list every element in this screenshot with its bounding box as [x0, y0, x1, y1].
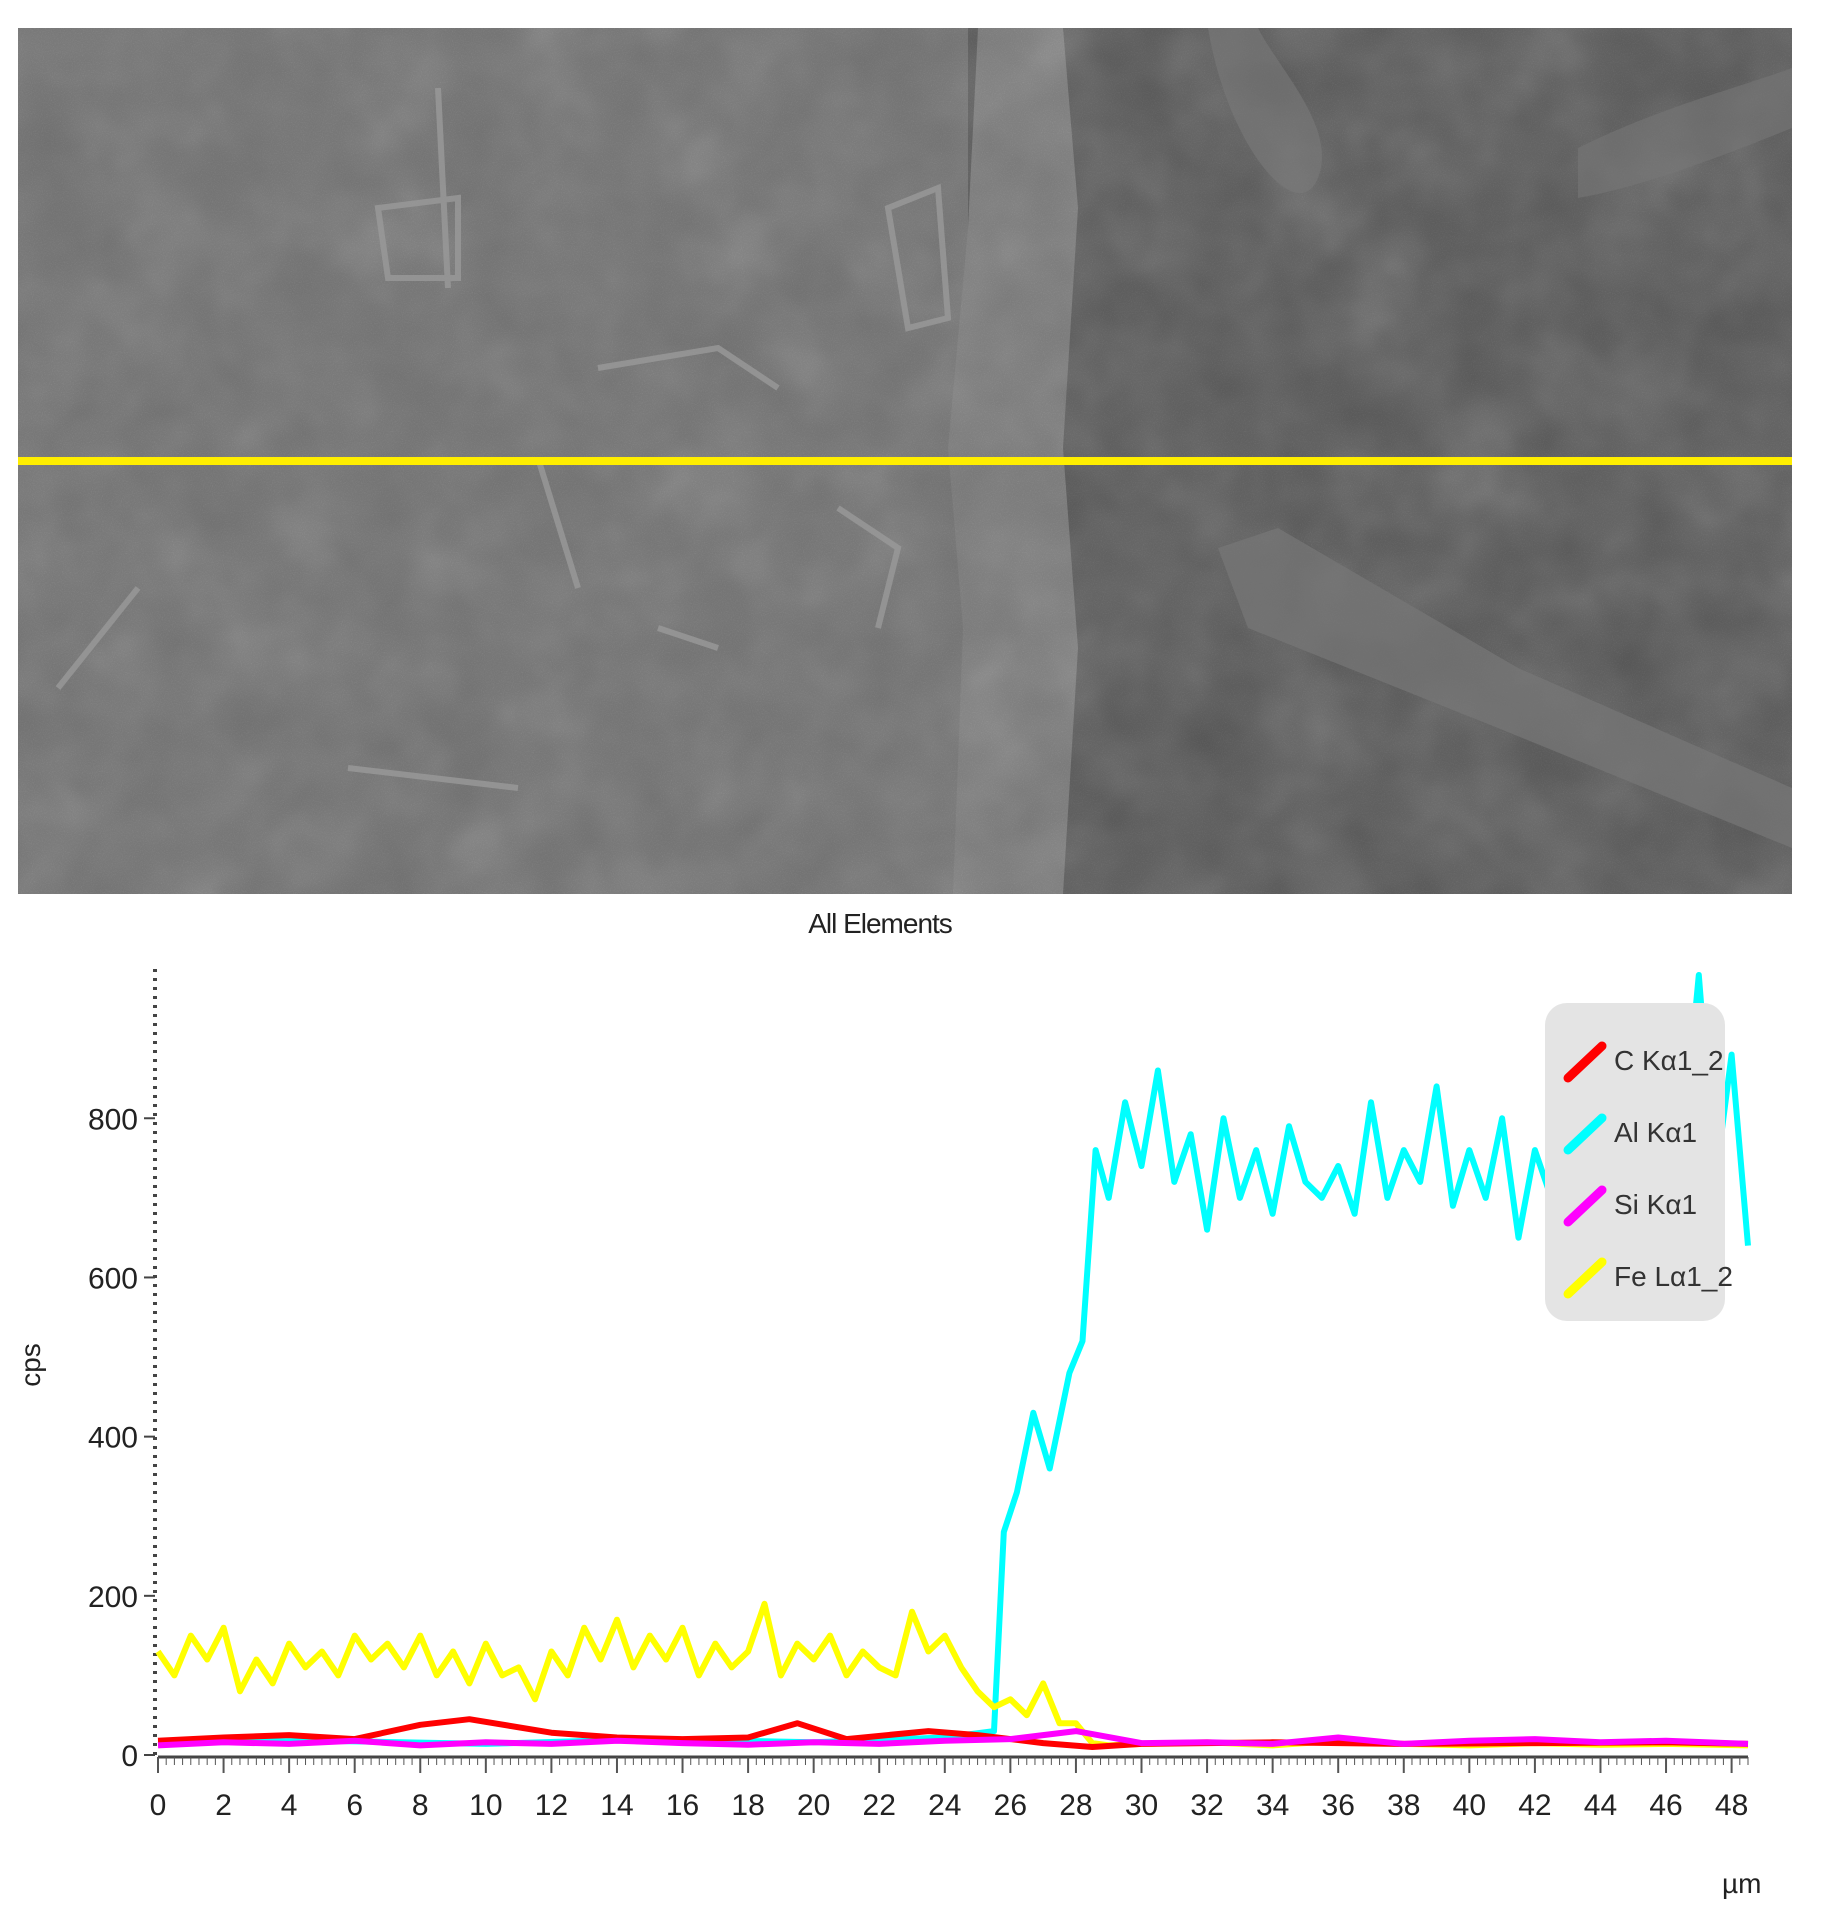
x-tick-label: 28: [1059, 1789, 1092, 1822]
y-tick-label: 400: [88, 1422, 138, 1455]
x-tick-label: 44: [1584, 1789, 1617, 1822]
y-axis-label: cps: [15, 1343, 46, 1387]
legend-swatch: [1563, 1041, 1607, 1083]
x-tick-label: 22: [863, 1789, 896, 1822]
y-tick-label: 800: [88, 1103, 138, 1136]
x-tick-label: 40: [1453, 1789, 1486, 1822]
x-tick-label: 36: [1322, 1789, 1355, 1822]
phase-blob: [1208, 28, 1323, 194]
sem-micrograph: [18, 28, 1792, 894]
x-tick-label: 24: [928, 1789, 961, 1822]
x-tick-label: 20: [797, 1789, 830, 1822]
legend-label: Fe Lα1_2: [1614, 1261, 1733, 1292]
x-tick-label: 6: [346, 1789, 363, 1822]
x-tick-label: 26: [994, 1789, 1027, 1822]
y-tick-label: 0: [121, 1740, 138, 1773]
y-tick-label: 600: [88, 1262, 138, 1295]
x-tick-label: 34: [1256, 1789, 1289, 1822]
legend-swatch: [1563, 1257, 1607, 1299]
series-line-fe: [155, 1600, 1749, 1749]
y-axis: 0 200 400 600 800: [88, 965, 157, 1773]
x-tick-label: 12: [535, 1789, 568, 1822]
needle-phase: [1218, 528, 1792, 848]
phase-streak: [1578, 68, 1792, 198]
x-tick-label: 8: [412, 1789, 429, 1822]
x-tick-label: 48: [1715, 1789, 1748, 1822]
grain-boundaries: [55, 87, 952, 791]
x-axis-label: µm: [1722, 1868, 1761, 1899]
x-tick-label: 4: [281, 1789, 298, 1822]
legend-label: Al Kα1: [1614, 1117, 1697, 1148]
x-tick-label: 38: [1387, 1789, 1420, 1822]
x-tick-label: 2: [215, 1789, 232, 1822]
legend-label: Si Kα1: [1614, 1189, 1697, 1220]
legend-swatch: [1563, 1113, 1607, 1155]
series-line-c: [157, 1716, 1749, 1750]
x-tick-label: 0: [150, 1789, 167, 1822]
x-tick-label: 18: [731, 1789, 764, 1822]
y-tick-label: 200: [88, 1581, 138, 1614]
legend-box: [1545, 1003, 1725, 1321]
x-tick-label: 32: [1190, 1789, 1223, 1822]
x-tick-label: 14: [600, 1789, 633, 1822]
series-line-si: [157, 1728, 1749, 1749]
x-tick-label: 46: [1649, 1789, 1682, 1822]
legend: C Kα1_2 Al Kα1 Si Kα1 Fe Lα1_2: [1545, 1003, 1733, 1321]
x-tick-label: 30: [1125, 1789, 1158, 1822]
x-tick-label: 10: [469, 1789, 502, 1822]
x-tick-label: 42: [1518, 1789, 1551, 1822]
series-layer: [155, 972, 1751, 1750]
legend-label: C Kα1_2: [1614, 1045, 1724, 1076]
x-axis: 0 2 4 6 8 10 12 14 16 18 20 22 24 26 28 30 32 34 36 38 40 42 4…: [150, 1755, 1749, 1822]
legend-swatch: [1563, 1185, 1607, 1227]
series-line-al: [157, 972, 1751, 1747]
x-tick-label: 16: [666, 1789, 699, 1822]
chart-title: All Elements: [808, 908, 953, 939]
